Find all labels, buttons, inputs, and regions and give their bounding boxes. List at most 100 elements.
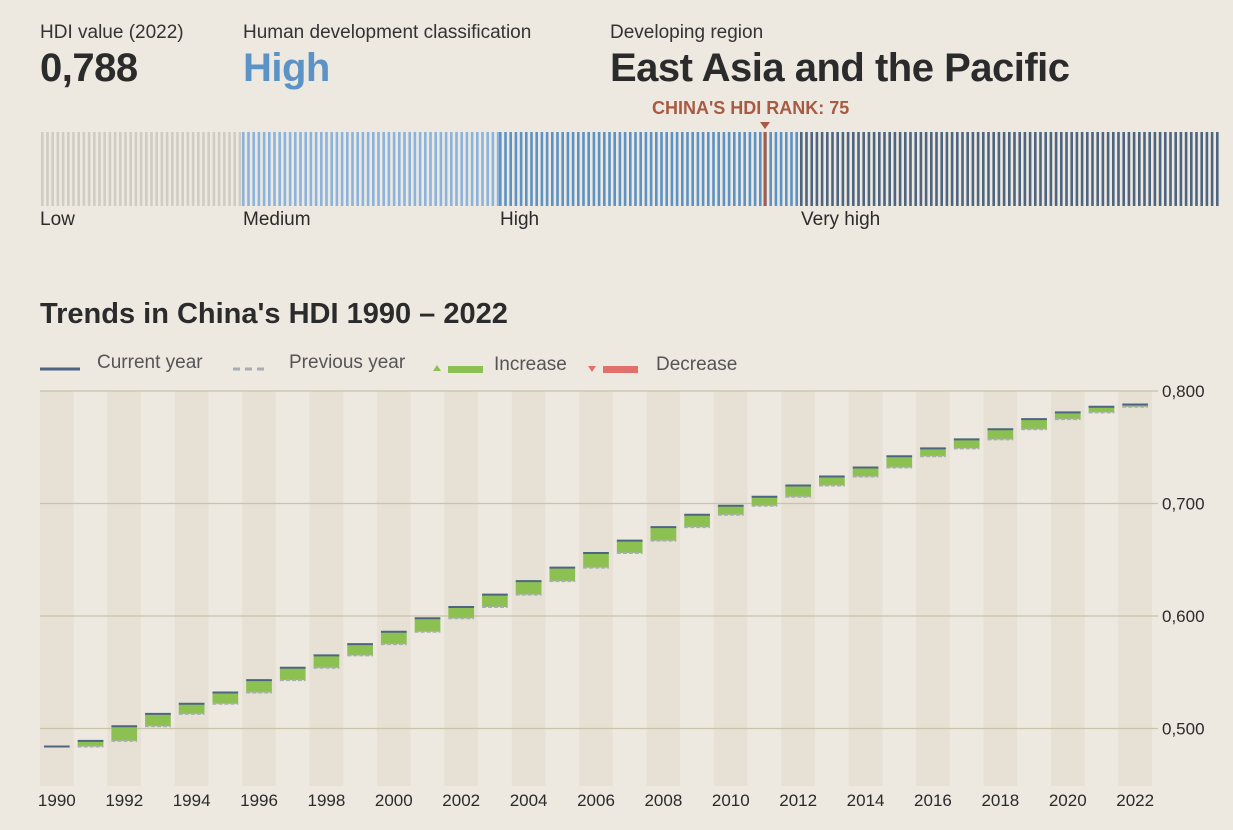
- rank-tick-medium: [346, 132, 349, 206]
- rank-tick-medium: [273, 132, 276, 206]
- rank-tick-medium: [429, 132, 432, 206]
- rank-tick-high: [748, 132, 752, 206]
- rank-tick-high: [759, 132, 762, 206]
- rank-tick-medium: [382, 132, 385, 206]
- increase-bar: [448, 607, 475, 619]
- rank-tick-very-high: [846, 132, 850, 206]
- rank-tick-medium: [262, 132, 266, 206]
- rank-tick-very-high: [862, 132, 865, 206]
- year-band: [545, 391, 580, 786]
- rank-tick-very-high: [1086, 132, 1089, 206]
- rank-tick-very-high: [1216, 132, 1219, 206]
- rank-tick-medium: [444, 132, 448, 206]
- rank-tick-medium: [361, 132, 365, 206]
- rank-tick-very-high: [1044, 132, 1047, 206]
- rank-tick-low: [56, 132, 60, 206]
- year-band: [309, 391, 344, 786]
- rank-tick-very-high: [987, 132, 990, 206]
- rank-tick-low: [150, 132, 153, 206]
- rank-tick-high: [696, 132, 700, 206]
- rank-tick-very-high: [826, 132, 829, 206]
- increase-bar: [650, 527, 677, 541]
- rank-tick-high: [779, 132, 783, 206]
- rank-tick-high: [545, 132, 549, 206]
- rank-tick-medium: [465, 132, 469, 206]
- rank-tick-medium: [491, 132, 495, 206]
- rank-tick-very-high: [872, 132, 876, 206]
- rank-tick-medium: [252, 132, 255, 206]
- rank-tick-high: [499, 132, 502, 206]
- rank-tick-high: [540, 132, 544, 206]
- year-band: [882, 391, 917, 786]
- rank-tick-low: [238, 132, 242, 206]
- rank-tick-low: [113, 132, 117, 206]
- legend-decrease-swatch: [603, 366, 638, 373]
- increase-bar: [717, 505, 744, 515]
- year-band: [1017, 391, 1051, 786]
- rank-tick-low: [217, 132, 221, 206]
- rank-tick-very-high: [1117, 132, 1120, 206]
- increase-bar: [1122, 404, 1148, 407]
- x-tick-label: 1992: [105, 791, 143, 810]
- rank-tick-high: [686, 132, 689, 206]
- year-band: [781, 391, 816, 786]
- legend-decrease-label: Decrease: [656, 354, 738, 375]
- rank-tick-very-high: [1008, 132, 1011, 206]
- rank-tick-very-high: [852, 132, 855, 206]
- rank-tick-high: [634, 132, 637, 206]
- rank-tick-high: [597, 132, 601, 206]
- rank-tick-very-high: [1184, 132, 1188, 206]
- rank-tick-low: [67, 132, 70, 206]
- rank-tick-very-high: [909, 132, 912, 206]
- x-tick-label: 2000: [375, 791, 413, 810]
- rank-tick-high: [722, 132, 726, 206]
- rank-tick-very-high: [982, 132, 985, 206]
- rank-tick-high: [613, 132, 616, 206]
- rank-tick-high: [785, 132, 788, 206]
- rank-tick-medium: [408, 132, 411, 206]
- x-tick-label: 2004: [510, 791, 548, 810]
- rank-tick-high: [743, 132, 746, 206]
- region-value: East Asia and the Pacific: [610, 46, 1070, 90]
- rank-tick-high: [644, 132, 648, 206]
- rank-tick-low: [207, 132, 210, 206]
- rank-tick-high: [525, 132, 528, 206]
- rank-tick-medium: [330, 132, 333, 206]
- rank-tick-low: [171, 132, 174, 206]
- rank-tick-medium: [356, 132, 359, 206]
- x-tick-label: 1998: [308, 791, 346, 810]
- rank-tick-medium: [460, 132, 463, 206]
- rank-tick-low: [212, 132, 216, 206]
- rank-tick-very-high: [1169, 132, 1172, 206]
- rank-tick-medium: [470, 132, 474, 206]
- rank-marker-arrow-icon: [760, 122, 770, 129]
- rank-tick-very-high: [800, 132, 803, 206]
- x-tick-label: 2020: [1049, 791, 1087, 810]
- rank-tick-high: [639, 132, 642, 206]
- rank-tick-very-high: [878, 132, 881, 206]
- rank-tick-medium: [496, 132, 500, 206]
- year-band: [242, 391, 276, 786]
- rank-tick-high: [504, 132, 507, 206]
- increase-bar: [886, 456, 913, 468]
- rank-tick-medium: [377, 132, 380, 206]
- rank-tick-high: [519, 132, 523, 206]
- rank-tick-medium: [434, 132, 437, 206]
- year-band: [275, 391, 310, 786]
- increase-bar: [380, 631, 407, 645]
- rank-tick-high: [707, 132, 710, 206]
- rank-tick-high: [514, 132, 518, 206]
- increase-bar: [583, 553, 609, 568]
- hdi-value-block: HDI value (2022) 0,788: [40, 22, 184, 91]
- increase-bar: [246, 680, 272, 693]
- year-band: [478, 391, 512, 786]
- rank-tick-very-high: [1174, 132, 1177, 206]
- x-tick-label: 2022: [1116, 791, 1154, 810]
- increase-bar: [549, 567, 576, 582]
- legend-current-label: Current year: [97, 352, 203, 373]
- rank-tick-low: [103, 132, 106, 206]
- increase-bar: [1054, 412, 1081, 420]
- rank-tick-low: [77, 132, 80, 206]
- rank-tick-very-high: [867, 132, 871, 206]
